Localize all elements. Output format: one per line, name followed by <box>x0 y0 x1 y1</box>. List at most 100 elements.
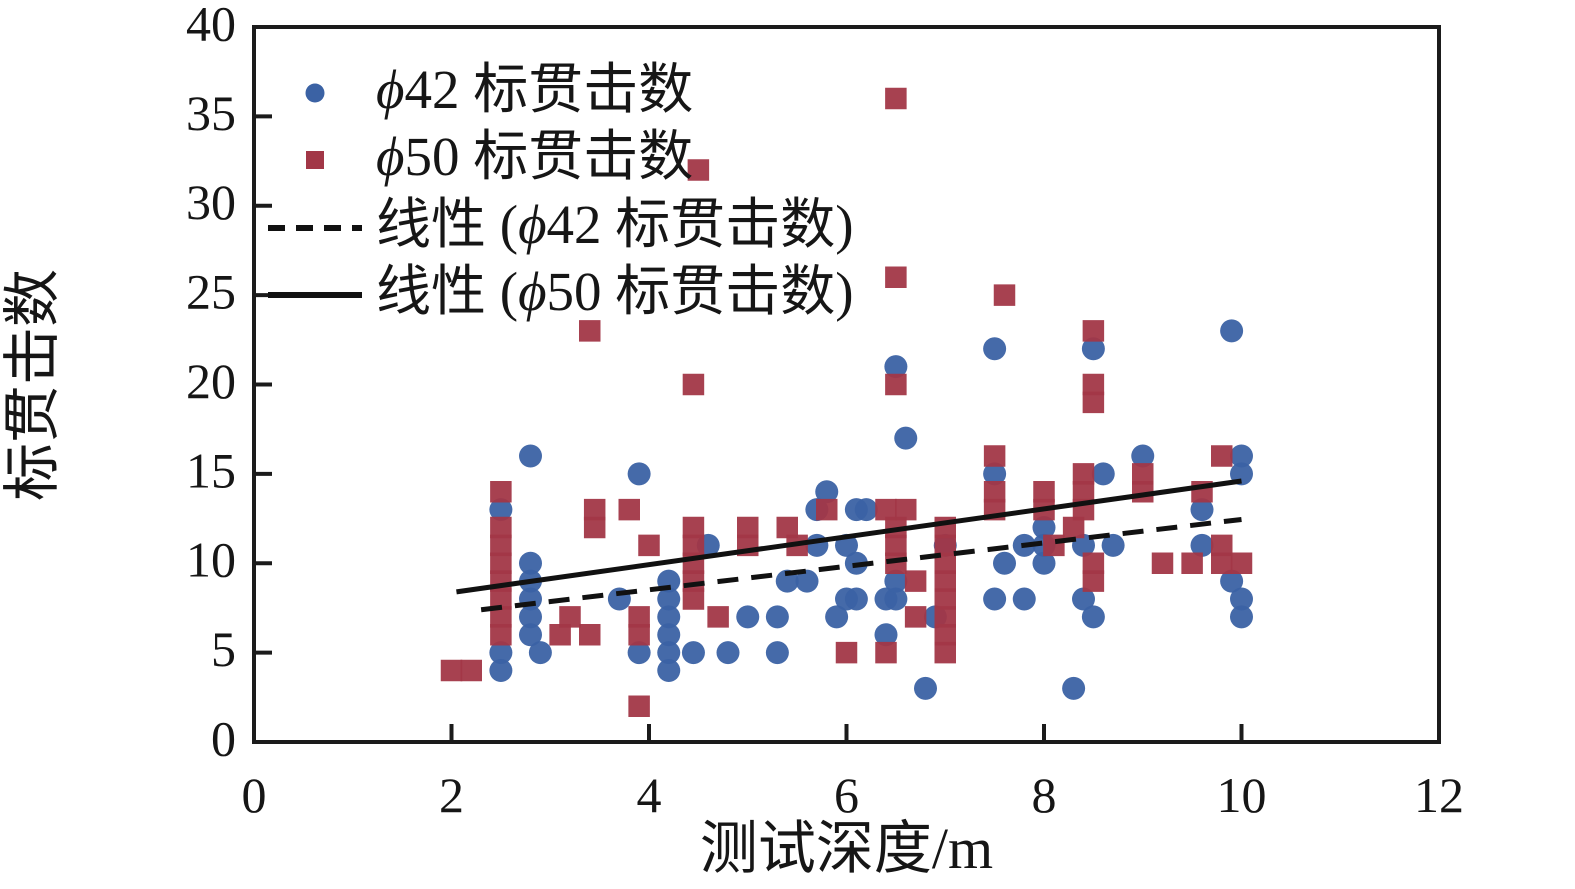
data-point-circle <box>993 551 1016 575</box>
data-point-circle <box>1131 444 1155 468</box>
data-point-square <box>682 534 705 557</box>
data-point-square <box>1082 552 1105 574</box>
data-point-circle <box>884 587 908 611</box>
data-point-square <box>628 606 650 628</box>
data-point-square <box>875 641 897 664</box>
data-point-square <box>934 588 956 610</box>
y-tick-label: 15 <box>186 442 236 498</box>
data-point-square <box>490 534 512 557</box>
x-tick-label: 6 <box>834 767 859 823</box>
data-point-square <box>618 498 640 521</box>
data-point-square <box>983 445 1006 467</box>
y-tick-label: 10 <box>186 532 236 588</box>
data-point-circle <box>519 444 542 468</box>
data-point-square <box>885 87 907 110</box>
data-point-circle <box>489 641 513 665</box>
data-point-square <box>1181 552 1203 574</box>
data-point-square <box>1211 552 1233 574</box>
data-point-square <box>549 624 571 646</box>
data-point-square <box>875 498 897 521</box>
data-point-square <box>1043 534 1065 557</box>
data-point-circle <box>983 337 1007 361</box>
legend-marker-circle <box>305 83 325 103</box>
data-point-square <box>583 516 606 539</box>
data-point-square <box>1082 391 1105 414</box>
data-point-square <box>737 516 759 539</box>
x-tick-label: 4 <box>637 767 662 823</box>
data-point-square <box>490 588 512 610</box>
data-point-circle <box>983 587 1007 611</box>
data-point-square <box>1072 481 1095 503</box>
data-point-circle <box>1230 605 1253 629</box>
data-point-square <box>682 516 705 539</box>
x-tick-label: 0 <box>242 767 267 823</box>
data-point-square <box>490 481 512 503</box>
y-tick-label: 5 <box>211 621 236 677</box>
data-point-square <box>682 373 705 396</box>
data-point-circle <box>1220 569 1244 593</box>
data-point-square <box>687 159 710 181</box>
data-point-square <box>1062 516 1085 539</box>
data-point-circle <box>657 587 681 611</box>
data-point-square <box>1033 481 1055 503</box>
data-point-circle <box>736 605 760 629</box>
data-point-circle <box>1190 533 1214 557</box>
data-point-circle <box>825 605 849 629</box>
data-point-circle <box>1091 462 1115 486</box>
data-point-circle <box>1230 587 1253 611</box>
y-tick-label: 20 <box>186 353 236 409</box>
data-point-circle <box>519 623 542 647</box>
legend-label: ϕ42 标贯击数 <box>376 59 693 120</box>
data-point-square <box>1132 463 1154 485</box>
data-point-square <box>1082 570 1105 592</box>
x-tick-label: 10 <box>1217 767 1267 823</box>
data-point-circle <box>528 641 552 665</box>
legend-label: 线性 (ϕ50 标贯击数) <box>376 261 854 322</box>
data-point-circle <box>1032 516 1056 539</box>
y-axis-label: 标贯击数 <box>0 269 65 501</box>
data-point-square <box>895 498 917 521</box>
data-point-square <box>934 552 956 574</box>
data-point-square <box>934 606 956 628</box>
trendline-phi50 <box>456 478 1242 595</box>
data-point-square <box>1230 552 1253 574</box>
data-point-square <box>490 516 512 539</box>
data-point-circle <box>627 641 651 665</box>
legend-label: 线性 (ϕ42 标贯击数) <box>376 194 854 255</box>
data-point-circle <box>765 641 789 665</box>
data-point-square <box>460 659 482 682</box>
data-point-square <box>934 534 956 557</box>
data-point-square <box>885 534 907 557</box>
data-point-circle <box>657 605 681 629</box>
data-point-circle <box>1220 319 1244 343</box>
data-point-square <box>993 284 1016 306</box>
x-tick-label: 8 <box>1032 767 1057 823</box>
y-tick-label: 30 <box>186 174 236 230</box>
y-tick-label: 25 <box>186 264 236 320</box>
data-point-square <box>559 606 581 628</box>
data-point-square <box>1151 552 1174 574</box>
y-tick-label: 40 <box>186 0 236 51</box>
data-point-circle <box>884 355 908 379</box>
legend-marker-square <box>306 151 324 169</box>
data-point-square <box>885 373 907 396</box>
data-point-circle <box>854 498 878 522</box>
data-point-square <box>638 534 660 557</box>
data-point-square <box>579 624 601 646</box>
data-point-circle <box>1081 605 1105 629</box>
data-point-circle <box>1230 444 1253 468</box>
data-point-square <box>904 570 927 592</box>
data-point-circle <box>1062 676 1086 700</box>
data-point-circle <box>874 623 898 647</box>
data-point-circle <box>657 641 681 665</box>
data-point-square <box>1082 373 1105 396</box>
trendline-phi42 <box>480 516 1242 613</box>
data-point-square <box>904 606 927 628</box>
data-point-circle <box>1101 533 1125 557</box>
x-axis-label: 测试深度/m <box>700 816 993 881</box>
data-point-square <box>835 641 858 664</box>
data-point-circle <box>1072 587 1095 611</box>
data-point-circle <box>914 676 937 700</box>
